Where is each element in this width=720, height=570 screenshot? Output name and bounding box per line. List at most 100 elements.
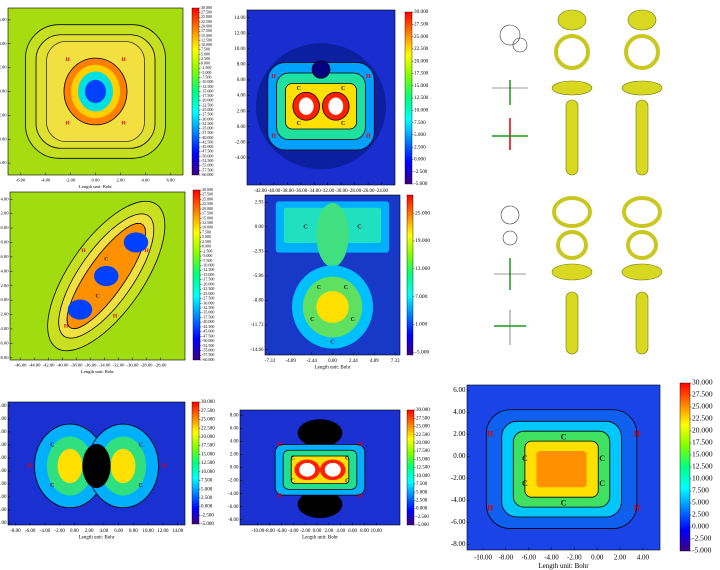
x-tick-label: -2.00 bbox=[300, 529, 311, 534]
x-tick-label: 8.00 bbox=[129, 529, 138, 534]
x-tick-label: -4.89 bbox=[286, 359, 297, 364]
x-tick-label: -26.00 bbox=[155, 363, 168, 368]
colorbar-tick-label: 5.000 bbox=[414, 132, 426, 138]
colorbar-tick-label: -5.000 bbox=[414, 181, 428, 187]
contour-field bbox=[8, 402, 185, 525]
y-tick-label: 6.00 bbox=[230, 426, 239, 431]
molecule-views-middle bbox=[494, 196, 663, 355]
colorbar-tick-label: 10.000 bbox=[416, 474, 430, 479]
x-tick-label: -26.00 bbox=[362, 189, 375, 194]
colorbar-tick-label: -42.500 bbox=[202, 324, 214, 329]
colorbar-tick-label: 7.500 bbox=[201, 479, 213, 484]
colorbar-tick-label: 15.000 bbox=[416, 457, 430, 462]
colorbar-tick-label: -25.000 bbox=[201, 107, 213, 112]
x-tick-label: 4.00 bbox=[141, 178, 150, 183]
x-tick-label: -10.00 bbox=[474, 554, 493, 562]
colorbar bbox=[404, 11, 413, 185]
x-tick-label: -4.00 bbox=[288, 529, 299, 534]
x-tick-label: -38.00 bbox=[281, 189, 294, 194]
y-tick-label: 2.00 bbox=[0, 283, 9, 288]
atom-label: C bbox=[522, 454, 528, 463]
colorbar-tick-label: 25.000 bbox=[692, 402, 713, 411]
atom-label: C bbox=[344, 285, 348, 291]
x-tick-label: -42.00 bbox=[43, 363, 56, 368]
colorbar-tick-label: 13.000 bbox=[415, 266, 430, 272]
colorbar-tick-label: 30.000 bbox=[692, 378, 713, 387]
colorbar-tick-label: 17.500 bbox=[201, 28, 212, 33]
contour-region bbox=[110, 448, 136, 484]
colorbar-tick-label: 12.500 bbox=[202, 220, 213, 225]
colorbar-tick-label: -12.500 bbox=[201, 84, 213, 89]
atom-label: H bbox=[634, 504, 641, 513]
contour-field bbox=[467, 385, 660, 550]
contour-region bbox=[82, 443, 111, 489]
x-tick-label: -36.00 bbox=[294, 189, 307, 194]
colorbar-tick-label: 2.500 bbox=[414, 144, 426, 150]
x-axis-label: Length unit: Bohr bbox=[79, 184, 112, 189]
atom-label: C bbox=[599, 479, 605, 488]
x-tick-label: 2.00 bbox=[85, 529, 94, 534]
y-tick-label: 8.00 bbox=[0, 417, 7, 422]
y-tick-label: 6.00 bbox=[0, 430, 7, 435]
colorbar-tick-label: -15.000 bbox=[202, 272, 214, 277]
colorbar-tick-label: -30.000 bbox=[201, 116, 213, 121]
x-tick-label: -36.00 bbox=[85, 363, 98, 368]
y-tick-label: 14.00 bbox=[234, 16, 246, 21]
y-tick-label: -8.80 bbox=[253, 299, 264, 304]
x-tick-label: -10.00 bbox=[251, 529, 264, 534]
y-tick-label: 8.00 bbox=[230, 413, 239, 418]
x-axis-label: Length unit: Bohr bbox=[302, 536, 338, 541]
contour-field bbox=[8, 8, 183, 175]
colorbar-tick-label: 0.000 bbox=[201, 505, 213, 510]
contour-panel: C CC CH HH H-10.00 -8.00 -6.00 -4.00 -2.00 0.00 2.… bbox=[228, 408, 430, 541]
y-tick-label: -8.00 bbox=[0, 355, 9, 360]
y-tick-label: 12.00 bbox=[234, 31, 246, 36]
x-tick-label: -28.00 bbox=[141, 363, 154, 368]
atom-label: H bbox=[271, 74, 276, 80]
contour-panel: H H H H C C -46.00 -44.00 -42.00 -40.00 -38.00 -36.… bbox=[0, 187, 214, 374]
colorbar-tick-label: -57.500 bbox=[201, 167, 213, 172]
colorbar-tick-label: 12.500 bbox=[201, 37, 212, 42]
x-tick-label: 12.00 bbox=[157, 529, 169, 534]
colorbar-tick-label: 0.000 bbox=[692, 522, 709, 531]
atom-label: C bbox=[95, 293, 99, 299]
colorbar-tick-label: 25.000 bbox=[201, 14, 212, 19]
colorbar bbox=[406, 409, 415, 526]
x-tick-label: -24.00 bbox=[375, 189, 388, 194]
x-tick-label: -6.00 bbox=[16, 178, 26, 183]
y-tick-label: -2.00 bbox=[451, 474, 466, 482]
atom-label: H bbox=[161, 463, 166, 469]
atom-label: C bbox=[317, 285, 321, 291]
colorbar-tick-label: -37.500 bbox=[202, 314, 214, 319]
colorbar-tick-label: 17.500 bbox=[414, 71, 429, 77]
colorbar-tick-label: -35.000 bbox=[202, 310, 214, 315]
colorbar-tick-label: -5.000 bbox=[415, 349, 429, 355]
molecule-views-top bbox=[492, 9, 663, 176]
y-tick-label: 0.00 bbox=[0, 89, 7, 94]
y-tick-label: 6.00 bbox=[453, 386, 466, 394]
x-axis-label: Length unit: Bohr bbox=[315, 366, 351, 371]
atom-label: C bbox=[291, 479, 295, 485]
contour-region bbox=[298, 97, 314, 115]
colorbar-tick-label: -2.500 bbox=[414, 169, 428, 175]
colorbar-tick-label: -2.500 bbox=[202, 248, 212, 253]
colorbar-tick-label: 30.000 bbox=[201, 400, 215, 405]
y-tick-label: 14.00 bbox=[0, 196, 9, 201]
colorbar-tick-label: -20.000 bbox=[201, 98, 213, 103]
atom-label: C bbox=[139, 442, 143, 448]
x-tick-label: -44.00 bbox=[29, 363, 42, 368]
colorbar-tick-label: 2.500 bbox=[416, 498, 428, 503]
colorbar-tick-label: 12.500 bbox=[201, 461, 215, 466]
colorbar-tick-label: 17.500 bbox=[416, 449, 430, 454]
colorbar bbox=[191, 7, 200, 176]
x-tick-label: -8.00 bbox=[10, 529, 21, 534]
colorbar-tick-label: 7.500 bbox=[416, 482, 428, 487]
x-tick-label: -2.00 bbox=[66, 178, 76, 183]
x-tick-label: 4.00 bbox=[336, 529, 345, 534]
colorbar-tick-label: 15.000 bbox=[202, 215, 213, 220]
atom-label: H bbox=[121, 121, 126, 127]
colorbar-tick-label: 10.000 bbox=[201, 42, 212, 47]
colorbar-tick-label: 0.000 bbox=[202, 244, 211, 249]
contour-panel: C CC CH H-8.00 -6.00 -4.00 -2.00 0.00 2.00 4.00 6.… bbox=[0, 400, 215, 541]
x-tick-label: 0.00 bbox=[70, 529, 79, 534]
